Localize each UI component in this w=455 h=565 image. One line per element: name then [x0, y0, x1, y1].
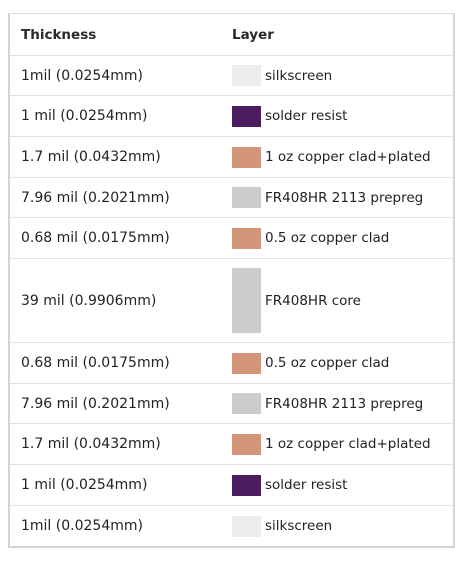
table-row: 7.96 mil (0.2021mm) FR408HR 2113 prepreg [10, 384, 453, 424]
layer-name: solder resist [265, 108, 348, 124]
layer-color-swatch [232, 393, 261, 414]
table-row: 1mil (0.0254mm) silkscreen [10, 56, 453, 96]
layer-name: solder resist [265, 477, 348, 493]
thickness-cell: 1 mil (0.0254mm) [21, 108, 148, 124]
layer-cell: silkscreen [232, 515, 333, 537]
layer-color-swatch [232, 146, 261, 168]
table-row: 1.7 mil (0.0432mm) 1 oz copper clad+plat… [10, 424, 453, 465]
layer-cell: solder resist [232, 474, 348, 496]
table-row: 0.68 mil (0.0175mm) 0.5 oz copper clad [10, 218, 453, 259]
table-row: 1.7 mil (0.0432mm) 1 oz copper clad+plat… [10, 137, 453, 178]
thickness-cell: 1mil (0.0254mm) [21, 67, 143, 84]
thickness-cell: 1.7 mil (0.0432mm) [21, 436, 161, 452]
thickness-cell: 0.68 mil (0.0175mm) [21, 230, 170, 246]
layer-color-swatch [232, 352, 261, 374]
thickness-column-header: Thickness [21, 26, 97, 43]
layer-name: silkscreen [265, 67, 333, 84]
layer-cell: silkscreen [232, 65, 332, 86]
layer-color-swatch [232, 474, 261, 496]
table-row: 39 mil (0.9906mm) FR408HR core [10, 259, 453, 343]
thickness-cell: 7.96 mil (0.2021mm) [21, 395, 170, 412]
thickness-cell: 39 mil (0.9906mm) [21, 292, 157, 309]
table-row: 1 mil (0.0254mm) solder resist [10, 96, 453, 137]
layer-name: FR408HR 2113 prepreg [265, 189, 424, 206]
layer-color-swatch [232, 105, 261, 127]
layer-name: silkscreen [265, 518, 333, 534]
table-row: 1mil (0.0254mm) silkscreen [10, 506, 453, 546]
layer-name: 1 oz copper clad+plated [265, 149, 431, 165]
table-row: 7.96 mil (0.2021mm) FR408HR 2113 prepreg [10, 178, 453, 218]
layer-cell: FR408HR 2113 prepreg [232, 393, 423, 414]
thickness-cell: 1 mil (0.0254mm) [21, 477, 148, 493]
layer-name: FR408HR 2113 prepreg [265, 395, 424, 412]
layer-cell: FR408HR core [232, 268, 361, 333]
layer-color-swatch [232, 515, 261, 537]
layer-name: 0.5 oz copper clad [265, 230, 390, 246]
layer-name: 1 oz copper clad+plated [265, 436, 431, 452]
layer-cell: solder resist [232, 105, 348, 127]
layer-color-swatch [232, 268, 261, 333]
layer-column-header: Layer [232, 26, 274, 43]
layer-color-swatch [232, 65, 261, 86]
layer-cell: 0.5 oz copper clad [232, 352, 390, 374]
thickness-cell: 0.68 mil (0.0175mm) [21, 355, 170, 371]
table-header: Thickness Layer [10, 14, 453, 56]
layer-name: FR408HR core [265, 292, 361, 309]
layer-cell: 1 oz copper clad+plated [232, 433, 431, 455]
thickness-cell: 7.96 mil (0.2021mm) [21, 189, 170, 206]
layer-cell: 0.5 oz copper clad [232, 227, 390, 249]
stackup-table: Thickness Layer 1mil (0.0254mm) silkscre… [8, 13, 455, 548]
layer-cell: FR408HR 2113 prepreg [232, 187, 423, 208]
layer-color-swatch [232, 433, 261, 455]
layer-color-swatch [232, 227, 261, 249]
thickness-cell: 1mil (0.0254mm) [21, 518, 143, 534]
thickness-cell: 1.7 mil (0.0432mm) [21, 149, 161, 165]
table-row: 0.68 mil (0.0175mm) 0.5 oz copper clad [10, 343, 453, 384]
layer-name: 0.5 oz copper clad [265, 355, 390, 371]
layer-color-swatch [232, 187, 261, 208]
layer-cell: 1 oz copper clad+plated [232, 146, 431, 168]
table-row: 1 mil (0.0254mm) solder resist [10, 465, 453, 506]
